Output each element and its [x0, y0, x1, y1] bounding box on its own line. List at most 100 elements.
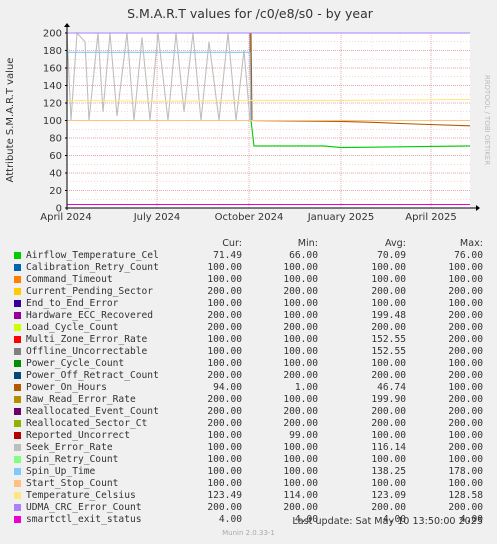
x-tick-label: July 2024	[133, 212, 181, 223]
legend-value-max: 100.00	[448, 274, 483, 285]
legend-value-avg: 138.25	[371, 466, 406, 477]
legend-row: Current_Pending_Sector 200.00 200.00 200.00…	[14, 286, 484, 298]
legend-value-cur: 200.00	[207, 406, 242, 417]
legend-row: UDMA_CRC_Error_Count 200.00 200.00 200.00 20…	[14, 502, 484, 514]
legend-row: Multi_Zone_Error_Rate 100.00 100.00 152.55 2…	[14, 334, 484, 346]
legend-row: Command_Timeout 100.00 100.00 100.00 100.00	[14, 274, 484, 286]
legend-swatch	[14, 288, 21, 295]
legend-header-max: Max:	[459, 238, 483, 249]
legend-value-max: 100.00	[448, 430, 483, 441]
legend-row: Offline_Uncorrectable 100.00 100.00 152.55 2…	[14, 346, 484, 358]
legend: Cur: Min: Avg: Max: Airflow_Temperature_…	[14, 238, 484, 526]
legend-value-avg: 100.00	[371, 298, 406, 309]
legend-value-min: 99.00	[289, 430, 318, 441]
legend-value-min: 1.00	[294, 382, 318, 393]
legend-series-name: Reported_Uncorrect	[26, 430, 130, 441]
legend-rows: Airflow_Temperature_Cel 71.49 66.00 70.09 76…	[14, 250, 484, 526]
legend-value-avg: 200.00	[371, 370, 406, 381]
legend-value-avg: 100.00	[371, 274, 406, 285]
legend-value-max: 200.00	[448, 370, 483, 381]
legend-value-min: 100.00	[283, 442, 318, 453]
legend-header-cur: Cur:	[222, 238, 242, 249]
legend-value-cur: 4.00	[218, 514, 242, 525]
legend-value-min: 100.00	[283, 358, 318, 369]
series-line-airflow-temperature-cel	[250, 120, 471, 149]
legend-value-max: 200.00	[448, 394, 483, 405]
legend-value-max: 200.00	[448, 322, 483, 333]
watermark: RRDTOOL / TOBI OETIKER	[483, 75, 491, 165]
y-tick-label: 100	[43, 116, 62, 127]
legend-value-max: 76.00	[454, 250, 483, 261]
legend-value-min: 200.00	[283, 370, 318, 381]
legend-value-max: 100.00	[448, 382, 483, 393]
legend-swatch	[14, 276, 21, 283]
legend-row: Power_On_Hours 94.00 1.00 46.74 100.00	[14, 382, 484, 394]
legend-value-cur: 200.00	[207, 502, 242, 513]
legend-row: smartctl_exit_status 4.00 4.00 4.00 4.00	[14, 514, 484, 526]
legend-series-name: Calibration_Retry_Count	[26, 262, 159, 273]
legend-value-max: 100.00	[448, 298, 483, 309]
legend-value-cur: 94.00	[213, 382, 242, 393]
legend-value-min: 100.00	[283, 478, 318, 489]
legend-value-avg: 200.00	[371, 502, 406, 513]
legend-series-name: Hardware_ECC_Recovered	[26, 310, 154, 321]
legend-value-avg: 4.00	[382, 514, 406, 525]
legend-value-min: 200.00	[283, 406, 318, 417]
legend-swatch	[14, 324, 21, 331]
legend-swatch	[14, 264, 21, 271]
legend-swatch	[14, 420, 21, 427]
legend-value-avg: 200.00	[371, 406, 406, 417]
legend-swatch	[14, 348, 21, 355]
legend-swatch	[14, 396, 21, 403]
legend-header-min: Min:	[297, 238, 318, 249]
legend-value-cur: 100.00	[207, 298, 242, 309]
legend-row: Temperature_Celsius 123.49 114.00 123.09 128…	[14, 490, 484, 502]
legend-row: Calibration_Retry_Count 100.00 100.00 100.0…	[14, 262, 484, 274]
legend-row: Seek_Error_Rate 100.00 100.00 116.14 200.00	[14, 442, 484, 454]
legend-value-max: 200.00	[448, 310, 483, 321]
legend-value-min: 200.00	[283, 322, 318, 333]
legend-value-cur: 100.00	[207, 262, 242, 273]
legend-series-name: Seek_Error_Rate	[26, 442, 113, 453]
legend-value-max: 200.00	[448, 502, 483, 513]
legend-value-max: 100.00	[448, 358, 483, 369]
legend-row: Load_Cycle_Count 200.00 200.00 200.00 200.00	[14, 322, 484, 334]
legend-value-cur: 71.49	[213, 250, 242, 261]
legend-value-avg: 70.09	[377, 250, 406, 261]
legend-value-min: 200.00	[283, 502, 318, 513]
legend-series-name: Command_Timeout	[26, 274, 113, 285]
legend-value-max: 100.00	[448, 454, 483, 465]
legend-value-avg: 100.00	[371, 262, 406, 273]
legend-series-name: Power_Cycle_Count	[26, 358, 125, 369]
last-update: Last update: Sat May 10 13:50:00 2025	[292, 516, 483, 527]
legend-value-avg: 199.90	[371, 394, 406, 405]
legend-value-avg: 200.00	[371, 418, 406, 429]
legend-row: Spin_Retry_Count 100.00 100.00 100.00 100.00	[14, 454, 484, 466]
legend-value-avg: 100.00	[371, 430, 406, 441]
legend-series-name: Start_Stop_Count	[26, 478, 119, 489]
legend-value-max: 128.58	[448, 490, 483, 501]
legend-value-min: 4.00	[294, 514, 318, 525]
legend-value-min: 200.00	[283, 418, 318, 429]
legend-series-name: Spin_Up_Time	[26, 466, 96, 477]
legend-swatch	[14, 480, 21, 487]
legend-swatch	[14, 300, 21, 307]
y-tick-label: 80	[49, 134, 62, 145]
legend-swatch	[14, 252, 21, 259]
legend-value-avg: 100.00	[371, 454, 406, 465]
legend-value-min: 114.00	[283, 490, 318, 501]
legend-swatch	[14, 372, 21, 379]
y-tick-label: 160	[43, 64, 62, 75]
legend-value-min: 100.00	[283, 298, 318, 309]
y-tick-label: 40	[49, 169, 62, 180]
legend-value-min: 100.00	[283, 274, 318, 285]
legend-value-min: 100.00	[283, 394, 318, 405]
legend-value-min: 100.00	[283, 346, 318, 357]
legend-swatch	[14, 360, 21, 367]
legend-series-name: Power_On_Hours	[26, 382, 107, 393]
legend-value-avg: 123.09	[371, 490, 406, 501]
legend-value-min: 100.00	[283, 262, 318, 273]
legend-row: Airflow_Temperature_Cel 71.49 66.00 70.09 76…	[14, 250, 484, 262]
legend-value-min: 200.00	[283, 286, 318, 297]
legend-series-name: End_to_End_Error	[26, 298, 119, 309]
